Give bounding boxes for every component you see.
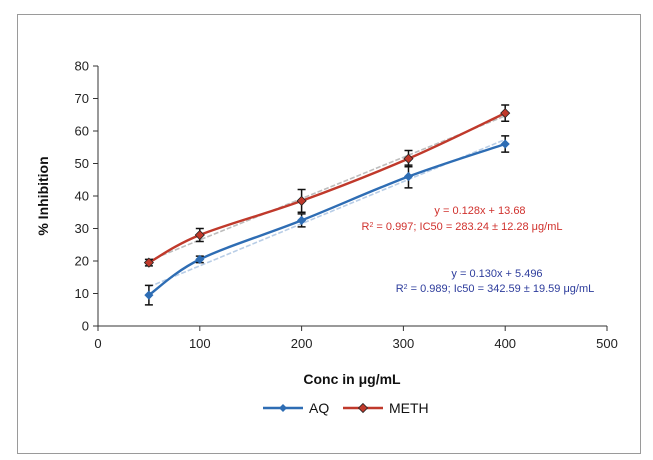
meth-r-rest: = 0.997; IC50 = 283.24 ± 12.28 μg/mL — [373, 221, 562, 233]
legend-meth-marker — [357, 402, 369, 414]
x-tick-label: 200 — [291, 336, 313, 351]
aq-r-rest: = 0.989; Ic50 = 342.59 ± 19.59 μg/mL — [408, 283, 595, 295]
chart-frame — [17, 14, 641, 454]
x-tick-label: 100 — [189, 336, 211, 351]
x-tick-label: 300 — [393, 336, 415, 351]
y-tick-label: 40 — [75, 189, 89, 204]
trendlines — [148, 115, 506, 288]
meth-equation-line2: R2 = 0.997; IC50 = 283.24 ± 12.28 μg/mL — [362, 221, 563, 233]
data-point-meth — [403, 153, 414, 164]
x-axis-title: Conc in μg/mL — [303, 371, 401, 387]
y-tick-label: 80 — [75, 59, 89, 74]
x-tick-label: 500 — [596, 336, 618, 351]
y-tick-label: 70 — [75, 91, 89, 106]
aq-equation-line1: y = 0.130x + 5.496 — [451, 268, 542, 280]
y-ticks: 0 10 20 30 40 50 60 70 80 — [75, 59, 98, 334]
data-point-aq — [500, 139, 510, 149]
legend: AQ METH — [263, 400, 429, 416]
y-tick-label: 0 — [82, 319, 89, 334]
data-point-aq — [403, 171, 414, 182]
y-tick-label: 10 — [75, 286, 89, 301]
y-axis-title: % Inhibition — [35, 156, 51, 235]
meth-equation-line1: y = 0.128x + 13.68 — [434, 205, 525, 217]
y-tick-label: 60 — [75, 124, 89, 139]
legend-meth-label: METH — [389, 400, 429, 416]
meth-r-label: R — [362, 221, 370, 233]
aq-equation-line2: R2 = 0.989; Ic50 = 342.59 ± 19.59 μg/mL — [396, 283, 595, 295]
data-point-meth — [194, 229, 205, 241]
x-tick-label: 0 — [94, 336, 101, 351]
legend-aq-marker — [279, 404, 287, 412]
y-tick-label: 50 — [75, 156, 89, 171]
legend-aq-label: AQ — [309, 400, 329, 416]
x-ticks: 0 100 200 300 400 500 — [94, 326, 618, 351]
meth-r-sup: 2 — [369, 222, 373, 229]
data-point-aq — [297, 215, 307, 225]
data-point-aq — [195, 254, 205, 264]
series-meth — [143, 104, 511, 268]
aq-equation: y = 0.130x + 5.496 R2 = 0.989; Ic50 = 34… — [396, 268, 595, 295]
data-point-meth — [143, 257, 154, 268]
series-line-meth — [148, 112, 506, 264]
data-point-meth — [296, 195, 307, 206]
aq-r-sup: 2 — [404, 284, 408, 291]
trendline-aq — [148, 138, 506, 288]
data-point-aq — [144, 290, 154, 300]
x-tick-label: 400 — [494, 336, 516, 351]
y-tick-label: 20 — [75, 254, 89, 269]
y-tick-label: 30 — [75, 221, 89, 236]
series-group — [143, 104, 511, 306]
trendline-meth — [148, 115, 506, 262]
series-aq — [144, 135, 510, 306]
meth-equation: y = 0.128x + 13.68 R2 = 0.997; IC50 = 28… — [362, 205, 563, 233]
series-line-aq — [148, 142, 506, 297]
data-point-meth — [500, 108, 511, 119]
aq-r-label: R — [396, 283, 404, 295]
